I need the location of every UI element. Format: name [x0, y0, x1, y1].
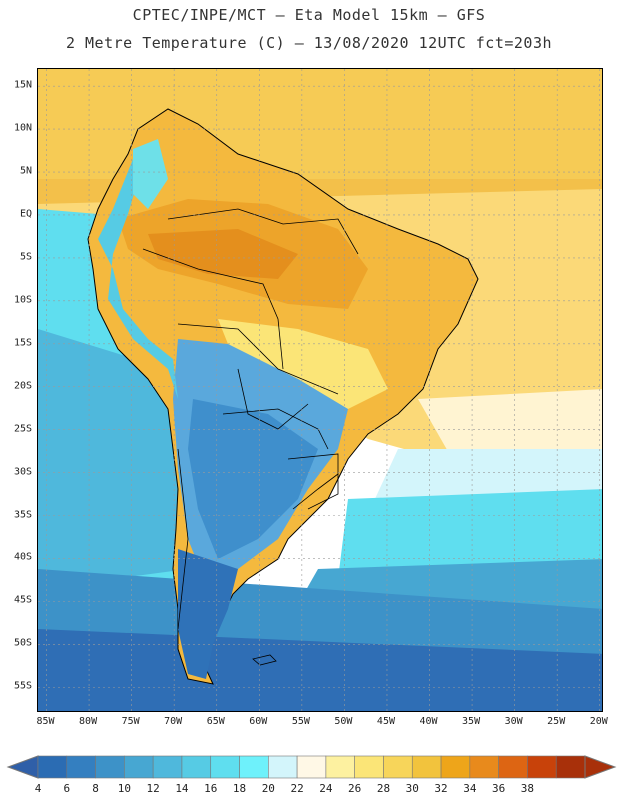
- lat-tick-label: 45S: [13, 594, 32, 606]
- colorbar-tick-label: 14: [175, 782, 189, 795]
- colorbar-tick-label: 10: [117, 782, 131, 795]
- lon-tick-label: 75W: [121, 716, 140, 727]
- colorbar-tick-label: 24: [319, 782, 333, 795]
- colorbar-under-arrow: [6, 755, 39, 779]
- colorbar-tick-label: 38: [520, 782, 535, 795]
- colorbar-cell: [411, 755, 442, 779]
- lat-tick-label: 10N: [13, 122, 32, 134]
- colorbar-tick-label: 28: [376, 782, 391, 795]
- lon-tick-label: 20W: [589, 716, 608, 727]
- colorbar-tick-label: 30: [405, 782, 419, 795]
- colorbar-cell: [210, 755, 240, 779]
- lat-tick-label: 30S: [13, 466, 32, 478]
- lat-tick-label: 20S: [13, 380, 32, 392]
- lon-tick-label: 85W: [36, 716, 55, 727]
- lon-tick-label: 30W: [504, 716, 523, 727]
- colorbar-cell: [498, 755, 528, 779]
- lat-tick-label: 50S: [13, 637, 32, 649]
- map-title-line2: 2 Metre Temperature (C) – 13/08/2020 12U…: [65, 34, 553, 52]
- lon-tick-label: 65W: [206, 716, 225, 727]
- country-borders: [142, 208, 359, 630]
- patagonia-cold: [178, 549, 238, 679]
- colorbar-cell: [383, 755, 413, 779]
- lon-tick-label: 50W: [334, 716, 353, 727]
- colorbar-cell: [527, 755, 557, 779]
- amazon-core: [148, 229, 298, 279]
- colorbar-tick-label: 6: [63, 782, 71, 795]
- lat-tick-label: 55S: [13, 680, 32, 692]
- lat-tick-label: 15N: [13, 79, 32, 91]
- lon-tick-label: 60W: [249, 716, 268, 727]
- colorbar-cell: [325, 755, 355, 779]
- lat-tick-label: 5N: [19, 165, 32, 177]
- colorbar-cell: [66, 755, 96, 779]
- colombia-highlands: [133, 139, 168, 209]
- colorbar-tick-label: 22: [290, 782, 304, 795]
- colorbar-cell: [95, 755, 125, 779]
- colorbar-cell: [469, 755, 499, 779]
- colorbar-tick-label: 34: [463, 782, 477, 795]
- colorbar-tick-label: 18: [232, 782, 247, 795]
- colorbar-tick-label: 32: [434, 782, 448, 795]
- lon-tick-label: 25W: [547, 716, 566, 727]
- colorbar-cell: [440, 755, 471, 779]
- lat-tick-label: 25S: [13, 423, 32, 435]
- lon-tick-label: 55W: [291, 716, 310, 727]
- lon-tick-label: 80W: [79, 716, 98, 727]
- ocean-atlantic-cyan: [338, 489, 602, 579]
- brazil-plateau-cool: [218, 319, 388, 409]
- colorbar-tick-label: 8: [92, 782, 99, 795]
- colorbar-cell: [555, 755, 586, 779]
- colorbar-tick-label: 20: [261, 782, 275, 795]
- colorbar-cell: [181, 755, 212, 779]
- falkland-islands: [252, 654, 277, 666]
- colorbar-cell: [296, 755, 327, 779]
- lat-tick-label: 10S: [13, 294, 32, 306]
- lat-tick-label: 15S: [13, 337, 32, 349]
- colorbar-cell: [124, 755, 154, 779]
- map-canvas: [38, 69, 602, 711]
- colorbar-tick-label: 4: [34, 782, 42, 795]
- map-title-line1: CPTEC/INPE/MCT – Eta Model 15km – GFS: [132, 6, 486, 24]
- lon-tick-label: 35W: [462, 716, 481, 727]
- lon-tick-label: 40W: [419, 716, 438, 727]
- colorbar-tick-label: 16: [204, 782, 218, 795]
- lon-tick-label: 45W: [376, 716, 395, 727]
- colorbar-cell: [354, 755, 384, 779]
- temperature-colorbar: [6, 755, 617, 779]
- colorbar-cell: [268, 755, 298, 779]
- colorbar-cell: [239, 755, 269, 779]
- lat-tick-label: EQ: [19, 208, 32, 220]
- colorbar-tick-label: 26: [348, 782, 362, 795]
- lat-tick-label: 40S: [13, 551, 32, 563]
- colorbar-tick-label: 36: [492, 782, 506, 795]
- andes-cold-strip: [98, 159, 178, 399]
- ocean-pacific-mid: [38, 329, 188, 589]
- lon-tick-label: 70W: [164, 716, 183, 727]
- lat-lon-grid: [38, 69, 602, 711]
- colorbar-over-arrow: [584, 755, 617, 779]
- southern-cone-mid: [188, 399, 318, 559]
- lat-tick-label: 35S: [13, 509, 32, 520]
- colorbar-cell: [152, 755, 183, 779]
- colorbar-cell: [37, 755, 68, 779]
- temperature-map[interactable]: [37, 68, 603, 712]
- lat-tick-label: 5S: [19, 251, 32, 263]
- colorbar-tick-label: 12: [146, 782, 160, 795]
